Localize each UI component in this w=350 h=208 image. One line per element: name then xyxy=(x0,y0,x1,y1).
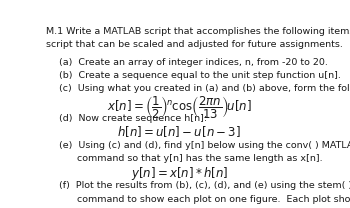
Text: command so that y[n] has the same length as x[n].: command so that y[n] has the same length… xyxy=(59,154,322,163)
Text: (e)  Using (c) and (d), find y[n] below using the conv( ) MATLAB command.  Write: (e) Using (c) and (d), find y[n] below u… xyxy=(59,141,350,150)
Text: (a)  Create an array of integer indices, n, from -20 to 20.: (a) Create an array of integer indices, … xyxy=(59,58,328,67)
Text: (f)  Plot the results from (b), (c), (d), and (e) using the stem( ) command in M: (f) Plot the results from (b), (c), (d),… xyxy=(59,181,350,191)
Text: (c)  Using what you created in (a) and (b) above, form the following sequence:: (c) Using what you created in (a) and (b… xyxy=(59,84,350,93)
Text: (d)  Now create sequence h[n]:: (d) Now create sequence h[n]: xyxy=(59,114,207,123)
Text: $x[n] = \left(\dfrac{1}{2}\right)^{\!n} \cos\!\left(\dfrac{2\pi n}{13}\right)\!u: $x[n] = \left(\dfrac{1}{2}\right)^{\!n} … xyxy=(107,94,252,120)
Text: command to show each plot on one figure.  Each plot should be neatly scaled, hav: command to show each plot on one figure.… xyxy=(59,195,350,204)
Text: M.1 Write a MATLAB script that accomplishes the following items.  Write an effic: M.1 Write a MATLAB script that accomplis… xyxy=(47,27,350,36)
Text: $y[n] = x[n] * h[n]$: $y[n] = x[n] * h[n]$ xyxy=(131,165,228,182)
Text: $h[n] = u[n] - u[n-3]$: $h[n] = u[n] - u[n-3]$ xyxy=(117,124,241,139)
Text: (b)  Create a sequence equal to the unit step function u[n].: (b) Create a sequence equal to the unit … xyxy=(59,71,341,80)
Text: script that can be scaled and adjusted for future assignments.: script that can be scaled and adjusted f… xyxy=(47,41,343,50)
